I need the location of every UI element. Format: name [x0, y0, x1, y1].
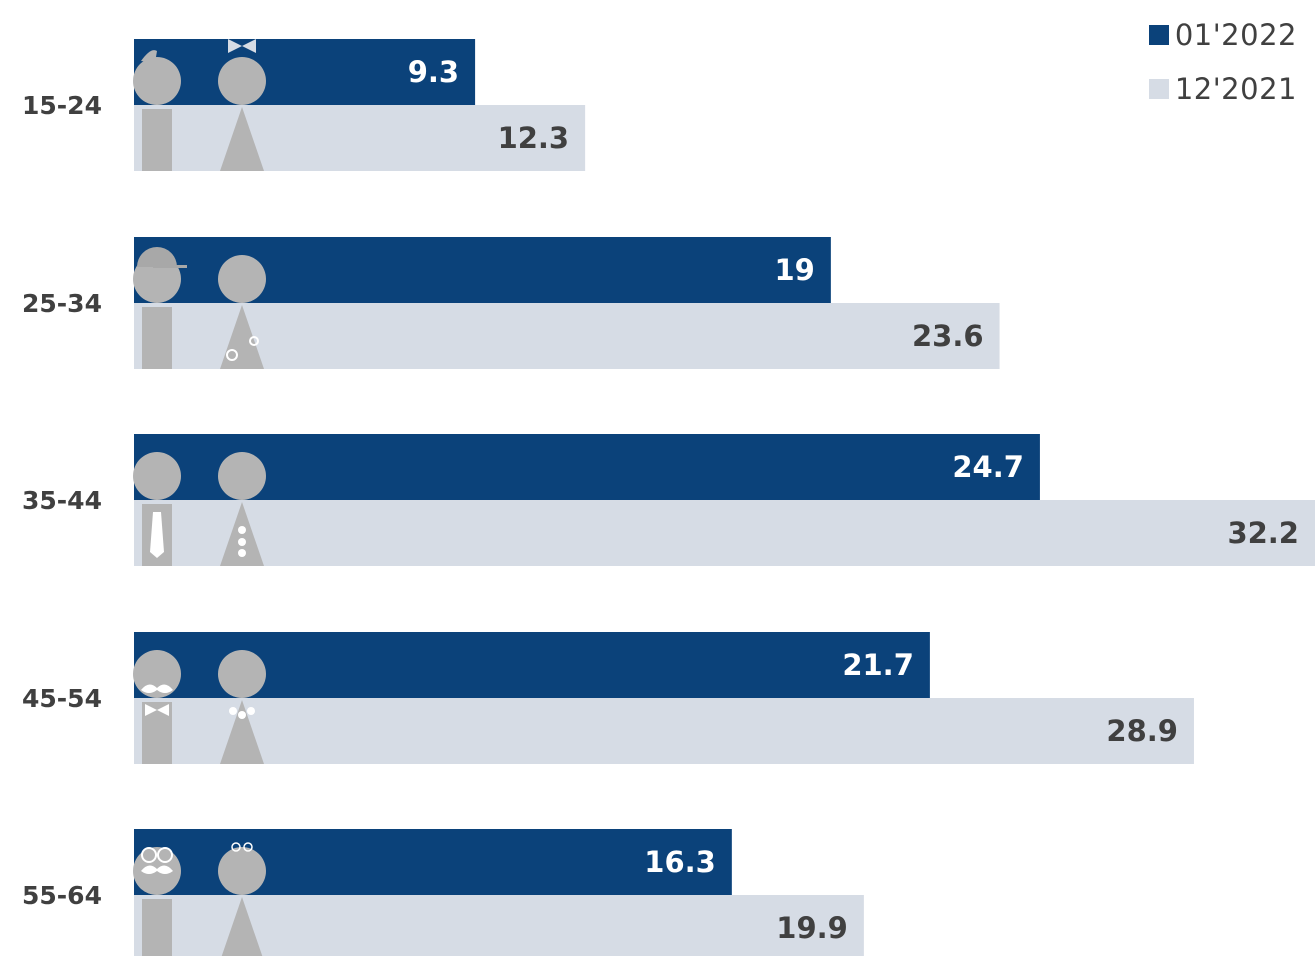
man-icon	[133, 50, 181, 171]
value-label-current: 21.7	[842, 648, 914, 682]
bar-group-45-54: 45-54 28.9 21.7	[22, 632, 1194, 764]
legend: 01'2022 12'2021	[1148, 8, 1297, 116]
legend-swatch-previous	[1148, 79, 1169, 99]
bar-previous	[134, 303, 1000, 369]
legend-swatch-current	[1148, 25, 1169, 45]
woman-icon	[218, 255, 266, 369]
category-label: 55-64	[22, 881, 102, 910]
legend-item-current: 01'2022	[1148, 8, 1297, 62]
man-icon	[133, 650, 181, 764]
woman-icon	[218, 39, 266, 171]
bar-previous	[134, 500, 1315, 566]
value-label-current: 19	[775, 253, 815, 287]
legend-item-previous: 12'2021	[1148, 62, 1297, 116]
bar-group-25-34: 25-34 23.6 19	[22, 237, 1000, 369]
bar-previous	[134, 698, 1194, 764]
legend-label-current: 01'2022	[1174, 18, 1297, 52]
category-label: 35-44	[22, 486, 102, 515]
value-label-previous: 23.6	[912, 319, 984, 353]
value-label-previous: 12.3	[498, 121, 570, 155]
woman-icon	[218, 452, 266, 566]
category-label: 45-54	[22, 684, 102, 713]
woman-icon	[218, 650, 266, 764]
bar-previous	[134, 105, 586, 171]
bar-current	[134, 434, 1040, 500]
woman-icon	[218, 842, 266, 956]
category-label: 25-34	[22, 289, 102, 318]
value-label-previous: 19.9	[776, 911, 848, 945]
legend-label-previous: 12'2021	[1174, 72, 1297, 106]
man-icon	[133, 847, 181, 956]
value-label-current: 9.3	[408, 55, 459, 89]
bar-current	[134, 39, 476, 105]
category-label: 15-24	[22, 91, 102, 120]
bar-group-55-64: 55-64 19.9 16.3	[22, 829, 864, 956]
bar-group-15-24: 15-24 12.3 9.3	[22, 39, 586, 171]
man-icon	[133, 452, 181, 566]
value-label-current: 24.7	[952, 450, 1024, 484]
bar-current	[134, 632, 930, 698]
value-label-previous: 32.2	[1227, 516, 1299, 550]
value-label-previous: 28.9	[1106, 714, 1178, 748]
man-icon	[133, 247, 187, 369]
value-label-current: 16.3	[644, 845, 716, 879]
bar-group-35-44: 35-44 32.2 24.7	[22, 434, 1315, 566]
